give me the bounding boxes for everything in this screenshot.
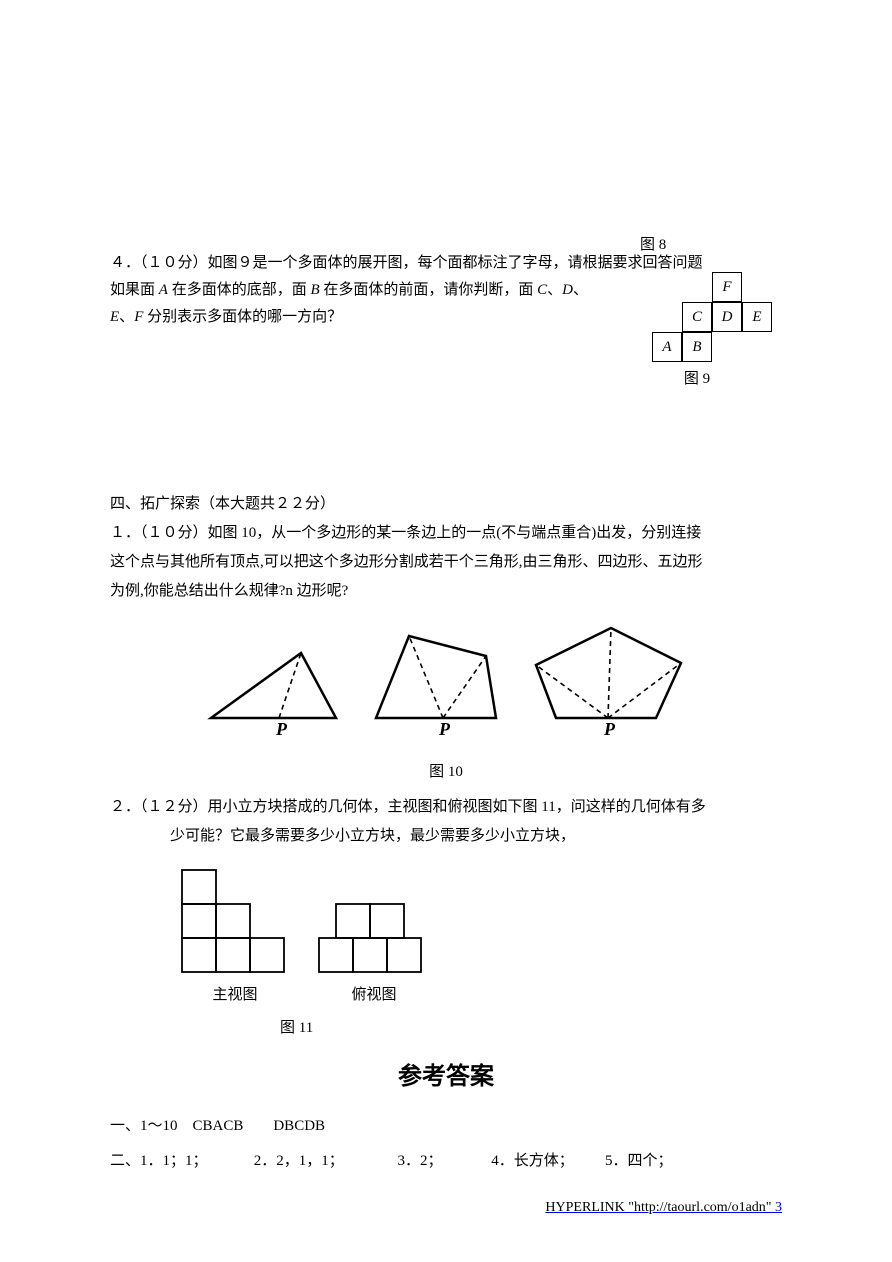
figure-10-caption: 图 10 — [110, 759, 782, 786]
net-cell-B: B — [682, 332, 712, 362]
q4-l2-pre: 如果面 — [110, 282, 159, 298]
figure-9: F C D E A B 图 9 — [612, 272, 782, 393]
s4-q2-line1: ２．（１２分）用小立方块搭成的几何体，主视图和俯视图如下图 11，问这样的几何体… — [110, 794, 782, 821]
top-view-svg — [314, 868, 434, 976]
label-B: B — [310, 282, 319, 298]
page: 图 8 ４．（１０分）如图９是一个多面体的展开图，每个面都标注了字母，请根据要求… — [0, 0, 892, 1262]
figure-11-caption: 图 11 — [180, 1015, 782, 1042]
answers-block: 一、1～10 CBACB DBCDB 二、1．1；1； 2．2，1，1； 3．2… — [110, 1113, 782, 1175]
label-E: E — [110, 309, 119, 325]
ans2-a: 二、1．1；1； — [110, 1148, 250, 1175]
s4-q1-line1: １．（１０分）如图 10，从一个多边形的某一条边上的一点(不与端点重合)出发，分… — [110, 520, 782, 547]
q4-l2-end: 、 — [573, 282, 588, 298]
cube-net: F C D E A B — [612, 272, 772, 362]
q4-l2-mid2: 在多面体的前面，请你判断，面 — [320, 282, 538, 298]
label-A: A — [159, 282, 168, 298]
figure-10-svg: P P P — [196, 623, 696, 743]
ans2-e: 5．四个； — [605, 1148, 673, 1175]
ans2-d: 4．长方体； — [491, 1148, 601, 1175]
q4-l2-dun: 、 — [547, 282, 562, 298]
s4-q2-line2: 少可能？它最多需要多少小立方块，最少需要多少小立方块， — [110, 823, 782, 850]
p-label-1: P — [275, 719, 288, 739]
section-4: 四、拓广探索（本大题共２２分） １．（１０分）如图 10，从一个多边形的某一条边… — [110, 491, 782, 1175]
p-label-3: P — [603, 719, 616, 739]
page-number: 3 — [775, 1200, 782, 1215]
front-view-svg — [180, 868, 290, 976]
net-cell-A: A — [652, 332, 682, 362]
front-view-label: 主视图 — [180, 982, 290, 1009]
footer-text: HYPERLINK "http://taourl.com/o1adn" — [545, 1200, 775, 1215]
q4-l3-rest: 分别表示多面体的哪一方向？ — [143, 309, 342, 325]
answers-title: 参考答案 — [110, 1056, 782, 1099]
q4-line2: 如果面 A 在多面体的底部，面 B 在多面体的前面，请你判断，面 C、D、 — [110, 277, 610, 304]
ans2-b: 2．2，1，1； — [254, 1148, 394, 1175]
net-cell-F: F — [712, 272, 742, 302]
footer-hyperlink[interactable]: HYPERLINK "http://taourl.com/o1adn" 3 — [545, 1195, 782, 1220]
section-4-heading: 四、拓广探索（本大题共２２分） — [110, 491, 782, 518]
q4-l2-mid1: 在多面体的底部，面 — [168, 282, 311, 298]
label-C: C — [537, 282, 547, 298]
q4-line3: E、F 分别表示多面体的哪一方向？ — [110, 304, 610, 331]
s4-q1-line2: 这个点与其他所有顶点,可以把这个多边形分割成若干个三角形,由三角形、四边形、五边… — [110, 549, 782, 576]
p-label-2: P — [438, 719, 451, 739]
s4-q1-line3: 为例,你能总结出什么规律?n 边形呢? — [110, 578, 782, 605]
top-view-label: 俯视图 — [314, 982, 434, 1009]
answers-line-2: 二、1．1；1； 2．2，1，1； 3．2； 4．长方体； 5．四个； — [110, 1148, 782, 1175]
net-cell-C: C — [682, 302, 712, 332]
figure-10: P P P 图 10 — [110, 623, 782, 786]
label-D: D — [562, 282, 573, 298]
label-F: F — [134, 309, 143, 325]
net-cell-D: D — [712, 302, 742, 332]
net-cell-E: E — [742, 302, 772, 332]
s4-q2-block: ２．（１２分）用小立方块搭成的几何体，主视图和俯视图如下图 11，问这样的几何体… — [110, 794, 782, 850]
q4-l3-dun: 、 — [119, 309, 134, 325]
figure-11-labels: 主视图 俯视图 — [180, 982, 782, 1009]
figure-9-caption: 图 9 — [612, 366, 782, 393]
figure-11: 主视图 俯视图 图 11 — [110, 868, 782, 1042]
answers-line-1: 一、1～10 CBACB DBCDB — [110, 1113, 782, 1140]
figure-11-svgs — [180, 868, 782, 976]
ans2-c: 3．2； — [398, 1148, 488, 1175]
